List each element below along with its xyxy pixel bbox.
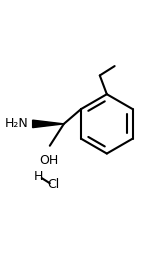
Text: OH: OH (39, 154, 58, 167)
Text: H: H (34, 170, 43, 183)
Text: Cl: Cl (47, 178, 59, 191)
Polygon shape (33, 120, 64, 128)
Text: H₂N: H₂N (5, 117, 29, 130)
